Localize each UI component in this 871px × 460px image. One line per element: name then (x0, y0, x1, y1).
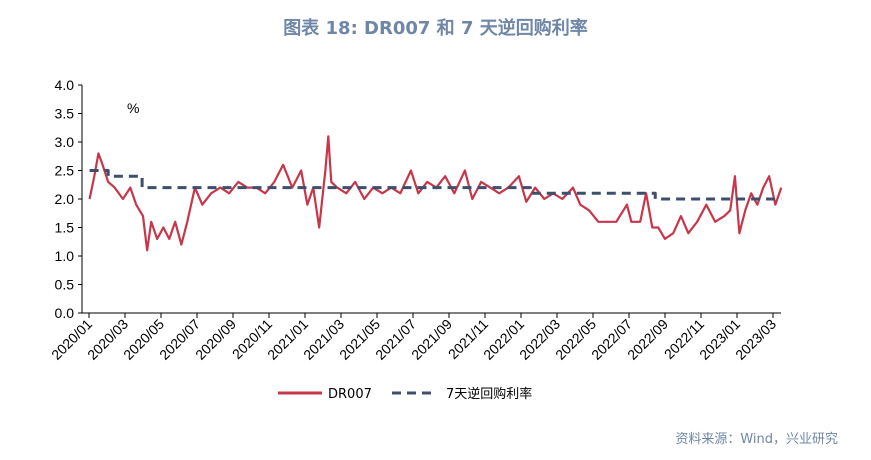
y-tick-label: 0.0 (55, 305, 75, 321)
series-line-reverse-repo (89, 169, 782, 201)
x-tick-label: 2020/09 (192, 316, 239, 363)
legend-label: DR007 (328, 387, 372, 402)
chart-title: 图表 18: DR007 和 7 天逆回购利率 (283, 18, 588, 39)
y-tick-label: 0.5 (55, 277, 75, 293)
y-tick-label: 3.0 (55, 134, 75, 150)
y-tick-label: 3.5 (55, 106, 75, 122)
y-tick-label: 1.0 (55, 248, 75, 264)
legend-label: 7天逆回购利率 (446, 386, 532, 402)
y-tick-label: 2.0 (55, 191, 75, 207)
y-unit-label: % (127, 100, 139, 116)
y-tick-label: 4.0 (55, 77, 75, 93)
x-tick-label: 2023/03 (732, 316, 779, 363)
y-tick-label: 1.5 (55, 220, 75, 236)
source-note: 资料来源：Wind，兴业研究 (675, 432, 838, 447)
series-line-dr007 (88, 135, 783, 252)
y-tick-label: 2.5 (55, 163, 75, 179)
x-tick-label: 2021/09 (408, 316, 455, 363)
x-tick-label: 2022/09 (624, 316, 671, 363)
